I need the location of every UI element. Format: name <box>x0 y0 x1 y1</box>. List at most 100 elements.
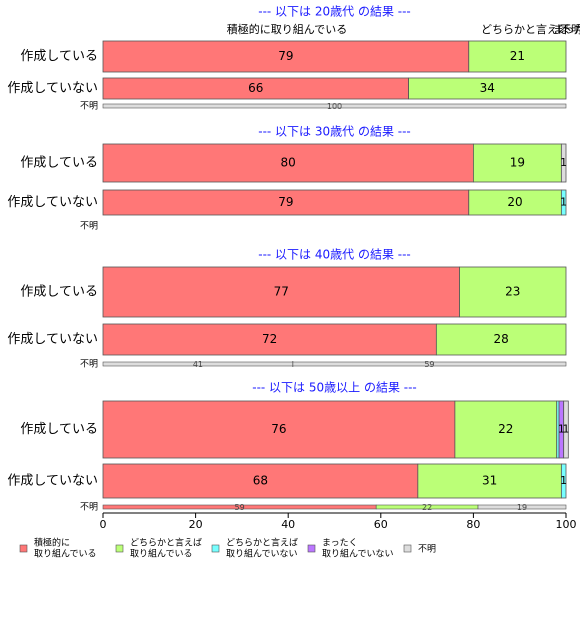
bar-segment <box>454 400 558 459</box>
bar-segment <box>417 463 562 499</box>
row-label-small: 不明 <box>80 359 98 370</box>
legend-swatch <box>307 544 316 553</box>
data-label: 34 <box>480 81 495 95</box>
x-tick-label: 100 <box>556 518 577 531</box>
data-label: 1 <box>563 423 570 436</box>
legend-swatch <box>115 544 124 553</box>
bar-segment <box>563 400 569 459</box>
bar-segment <box>102 40 470 73</box>
bar-segment <box>102 323 437 356</box>
row-label-small: 不明 <box>80 101 98 112</box>
data-label: 80 <box>281 156 296 170</box>
x-tick-label: 20 <box>189 518 203 531</box>
data-label: 22 <box>422 503 432 512</box>
x-tick-label: 60 <box>374 518 388 531</box>
panel-title: --- 以下は 40歳代 の結果 --- <box>258 248 411 262</box>
panel-3: --- 以下は 50歳以上 の結果 ---作成している 76 22 11作成していない… <box>7 381 569 513</box>
bar-segment <box>102 266 460 318</box>
top-annotation-series-1: どちらかと言えば <box>481 23 569 36</box>
bar-segment <box>560 189 567 216</box>
row-label-small: 不明 <box>80 502 98 513</box>
x-axis: 0 20 40 60 80 100 <box>100 512 577 531</box>
legend-item: 不明 <box>403 544 436 555</box>
legend-item: 積極的に取り組んでいる <box>19 537 97 560</box>
data-label: 1 <box>558 423 565 436</box>
bar-segment <box>102 463 419 499</box>
bar-segment <box>560 463 567 499</box>
row-label: 作成している <box>20 49 98 64</box>
legend-label: 取り組んでいる <box>130 548 193 560</box>
data-label: 76 <box>271 422 286 436</box>
legend-label: 積極的に <box>34 537 70 549</box>
data-label: 77 <box>274 285 289 299</box>
bar-segment <box>560 143 567 183</box>
data-label: 31 <box>482 474 497 488</box>
data-label: 41 <box>193 360 203 369</box>
panel-title: --- 以下は 20歳代 の結果 --- <box>258 5 411 19</box>
panel-title: --- 以下は 30歳代 の結果 --- <box>258 125 411 139</box>
row-label: 作成している <box>20 422 98 437</box>
data-label: 72 <box>262 332 277 346</box>
row-label: 作成していない <box>7 81 98 96</box>
x-tick-label: 0 <box>100 518 107 531</box>
data-label: 79 <box>278 49 293 63</box>
legend-label: どちらかと言えば <box>226 537 298 549</box>
top-annotation-series-4: 不明 <box>560 23 580 36</box>
legend-label: 取り組んでいない <box>226 548 298 560</box>
row-label: 作成していない <box>7 195 98 210</box>
legend-swatch <box>403 544 412 553</box>
row-label: 作成している <box>20 285 98 300</box>
panel-0: --- 以下は 20歳代 の結果 --- 作成している 79 21 作成していない 66 3… <box>7 5 567 112</box>
legend-label: 不明 <box>418 544 436 555</box>
bar-segment <box>102 143 474 183</box>
x-tick-label: 80 <box>466 518 480 531</box>
data-label: 79 <box>278 195 293 209</box>
data-label: 59 <box>424 360 434 369</box>
data-label: 28 <box>494 332 509 346</box>
data-label: 1 <box>560 156 567 169</box>
data-label: 66 <box>248 81 263 95</box>
chart-panels: --- 以下は 20歳代 の結果 --- 作成している 79 21 作成していない 66 3… <box>7 5 569 513</box>
row-label: 作成していない <box>7 474 98 489</box>
panel-title: --- 以下は 50歳以上 の結果 --- <box>252 381 417 395</box>
data-label: 19 <box>517 503 527 512</box>
data-label: 59 <box>234 503 244 512</box>
bar-segment <box>102 400 456 459</box>
bar-segment <box>102 103 567 109</box>
data-label: 20 <box>507 195 522 209</box>
data-label: 68 <box>253 474 268 488</box>
bar-segment <box>472 143 562 183</box>
legend-swatch <box>19 544 28 553</box>
data-label: 19 <box>510 156 525 170</box>
data-label: 100 <box>327 102 342 111</box>
bar-segment <box>102 361 567 367</box>
bar-segment <box>435 323 567 356</box>
legend-label: 取り組んでいる <box>34 548 97 560</box>
bar-segment <box>477 504 567 510</box>
panel-2: --- 以下は 40歳代 の結果 --- 作成している 77 23 作成していない 72 2… <box>7 248 567 370</box>
legend-label: 取り組んでいない <box>322 548 394 560</box>
top-annotations: 積極的に取り組んでいる どちらかと言えばまったく不明 <box>227 22 580 36</box>
legend-label: まったく <box>322 538 358 549</box>
row-label: 作成している <box>20 156 98 171</box>
data-label: 21 <box>510 49 525 63</box>
row-label: 作成していない <box>7 332 98 347</box>
data-label: 1 <box>560 196 567 209</box>
top-annotation-series-3: まったく <box>553 23 580 36</box>
bar-segment <box>459 266 567 318</box>
panel-1: --- 以下は 30歳代 の結果 --- 作成している 80 19 1 作成していない 79… <box>7 125 567 232</box>
bar-segment <box>408 77 567 100</box>
row-label-small: 不明 <box>80 221 98 232</box>
legend-label: どちらかと言えば <box>130 537 202 549</box>
bar-segment <box>468 40 567 73</box>
data-label: 23 <box>505 285 520 299</box>
data-label: 1 <box>560 474 567 487</box>
data-label: 22 <box>498 422 513 436</box>
top-annotation-series-0: 積極的に取り組んでいる <box>227 22 347 36</box>
legend: 積極的に取り組んでいるどちらかと言えば取り組んでいるどちらかと言えば取り組んでい… <box>19 537 436 560</box>
x-tick-label: 40 <box>281 518 295 531</box>
